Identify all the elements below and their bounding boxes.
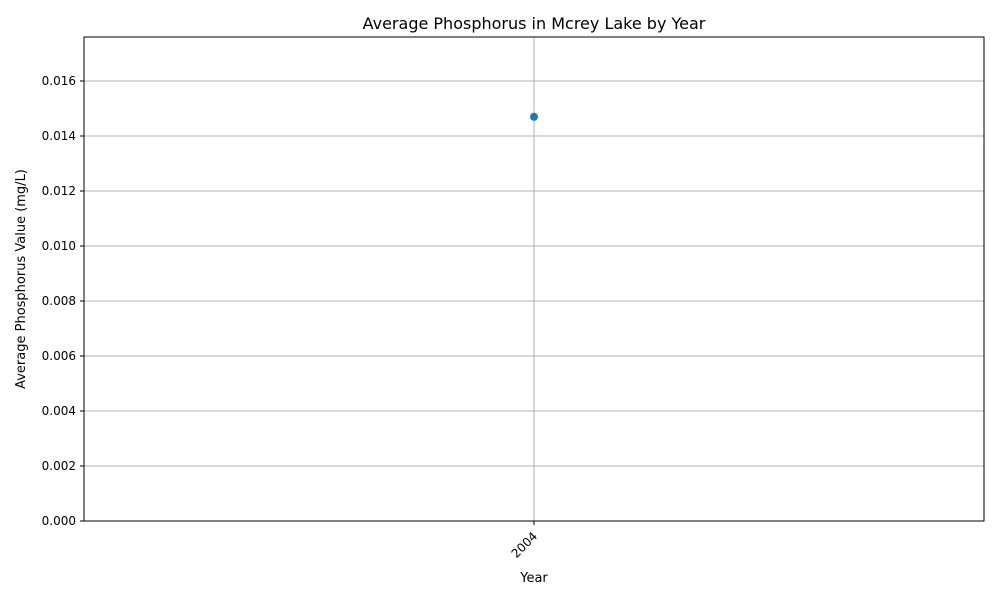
y-tick-label: 0.004	[42, 404, 76, 418]
chart-title: Average Phosphorus in Mcrey Lake by Year	[363, 14, 706, 33]
y-tick-label: 0.000	[42, 514, 76, 528]
y-tick-label: 0.002	[42, 459, 76, 473]
y-axis-ticks: 0.000 0.002 0.004 0.006 0.008 0.010 0.012 0.014…	[42, 74, 84, 528]
x-tick-label: 2004	[509, 529, 540, 560]
x-axis-label: Year	[519, 571, 548, 586]
x-axis-ticks: 2004	[509, 521, 540, 561]
y-tick-label: 0.014	[42, 129, 76, 143]
data-series	[530, 112, 538, 121]
y-tick-label: 0.008	[42, 294, 76, 308]
data-point	[530, 112, 538, 121]
y-axis-label: Average Phosphorus Value (mg/L)	[14, 169, 29, 389]
y-tick-label: 0.006	[42, 349, 76, 363]
grid-lines	[84, 37, 984, 522]
y-tick-label: 0.010	[42, 239, 76, 253]
plot-area-frame	[83, 36, 985, 522]
y-tick-label: 0.012	[42, 184, 76, 198]
y-tick-label: 0.016	[42, 74, 76, 88]
